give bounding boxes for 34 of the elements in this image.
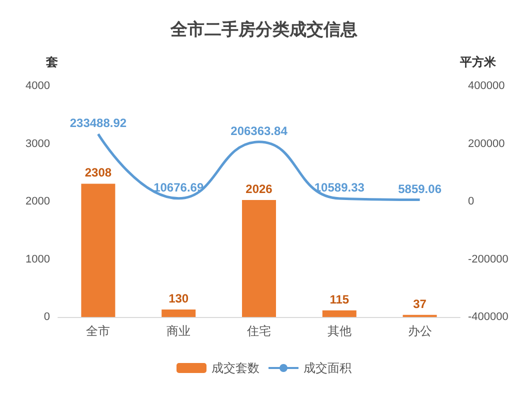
bar <box>162 309 196 317</box>
data-label: 10676.69 <box>154 180 204 194</box>
y-axis-title: 套 <box>45 55 58 69</box>
bar <box>242 200 276 317</box>
y-tick-label: 0 <box>44 311 50 323</box>
data-label: 233488.92 <box>70 116 127 130</box>
bar <box>81 184 116 317</box>
data-label: 115 <box>330 292 350 306</box>
bar <box>322 310 356 317</box>
data-label: 2026 <box>246 182 273 196</box>
x-tick-label: 办公 <box>408 324 432 338</box>
data-label: 2308 <box>84 166 112 180</box>
x-tick-label: 住宅 <box>246 324 271 338</box>
data-label: 206363.84 <box>230 124 288 138</box>
legend-label: 成交面积 <box>304 361 352 375</box>
x-tick-label: 全市 <box>86 324 110 338</box>
legend-label: 成交套数 <box>212 361 260 375</box>
data-label: 37 <box>413 296 427 311</box>
y2-tick-label: 0 <box>468 196 474 208</box>
x-tick-label: 其他 <box>327 324 352 338</box>
y2-tick-label: -200000 <box>468 253 508 266</box>
y2-tick-label: -400000 <box>468 311 508 323</box>
y-tick-label: 1000 <box>26 253 50 266</box>
y2-axis-title: 平方米 <box>459 55 497 69</box>
x-tick-label: 商业 <box>166 324 191 338</box>
y2-tick-label: 200000 <box>468 138 505 150</box>
y-tick-label: 4000 <box>26 80 50 92</box>
chart-title: 全市二手房分类成交信息 <box>170 20 358 39</box>
y2-tick-label: 400000 <box>468 80 505 92</box>
data-label: 130 <box>168 291 189 306</box>
y-tick-label: 2000 <box>26 196 50 208</box>
data-label: 5859.06 <box>398 182 442 196</box>
y-tick-label: 3000 <box>26 138 50 150</box>
data-label: 10589.33 <box>314 180 365 194</box>
